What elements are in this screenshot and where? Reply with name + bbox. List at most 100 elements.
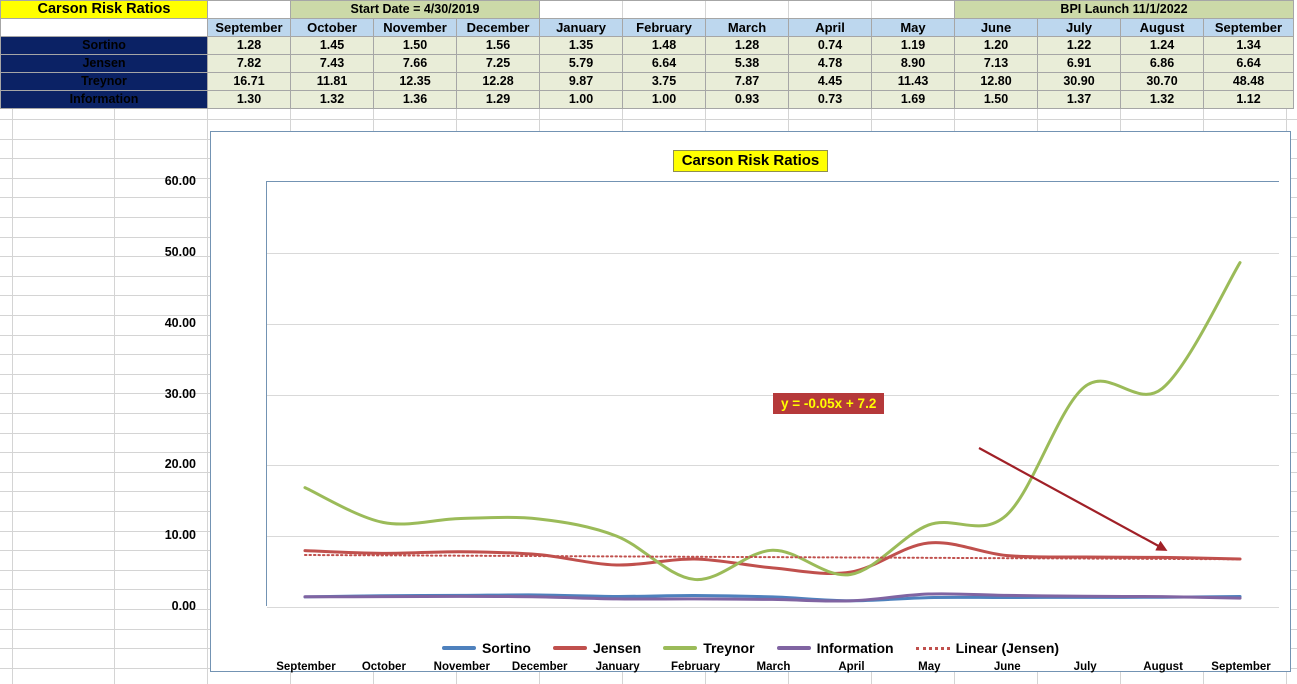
cell-treynor-12[interactable]: 48.48 bbox=[1203, 72, 1294, 91]
legend-item-sortino[interactable]: Sortino bbox=[441, 640, 531, 656]
y-gridline bbox=[267, 536, 1279, 537]
chart-container[interactable]: Carson Risk Ratios 0.00 10.00 20.00 30.00 40… bbox=[165, 131, 1291, 673]
cell-sortino-4[interactable]: 1.35 bbox=[539, 36, 623, 55]
cell-sortino-9[interactable]: 1.20 bbox=[954, 36, 1038, 55]
column-header-august-11[interactable]: August bbox=[1120, 18, 1204, 37]
legend-label: Treynor bbox=[703, 640, 755, 656]
legend-item-linear-jensen[interactable]: Linear (Jensen) bbox=[915, 640, 1060, 656]
cell-sortino-12[interactable]: 1.34 bbox=[1203, 36, 1294, 55]
cell-jensen-6[interactable]: 5.38 bbox=[705, 54, 789, 73]
cell-jensen-5[interactable]: 6.64 bbox=[622, 54, 706, 73]
cell-sortino-11[interactable]: 1.24 bbox=[1120, 36, 1204, 55]
cell-information-3[interactable]: 1.29 bbox=[456, 90, 540, 109]
start-date-note-cell[interactable]: Start Date = 4/30/2019 bbox=[290, 0, 540, 19]
risk-ratios-table[interactable]: Carson Risk Ratios Start Date = 4/30/2019… bbox=[0, 0, 1294, 109]
row-header-information[interactable]: Information bbox=[0, 90, 208, 109]
column-header-december-3[interactable]: December bbox=[456, 18, 540, 37]
row-header-sortino[interactable]: Sortino bbox=[0, 36, 208, 55]
chart-title-wrapper: Carson Risk Ratios bbox=[211, 150, 1290, 172]
cell-information-6[interactable]: 0.93 bbox=[705, 90, 789, 109]
cell-treynor-7[interactable]: 4.45 bbox=[788, 72, 872, 91]
cell-information-9[interactable]: 1.50 bbox=[954, 90, 1038, 109]
cell-treynor-2[interactable]: 12.35 bbox=[373, 72, 457, 91]
cell-information-2[interactable]: 1.36 bbox=[373, 90, 457, 109]
cell-treynor-11[interactable]: 30.70 bbox=[1120, 72, 1204, 91]
column-header-june-9[interactable]: June bbox=[954, 18, 1038, 37]
row-header-treynor[interactable]: Treynor bbox=[0, 72, 208, 91]
x-axis-tick-label: September bbox=[276, 661, 336, 673]
cell-jensen-12[interactable]: 6.64 bbox=[1203, 54, 1294, 73]
legend-label: Linear (Jensen) bbox=[955, 640, 1060, 656]
column-header-september-0[interactable]: September bbox=[207, 18, 291, 37]
cell-information-8[interactable]: 1.69 bbox=[871, 90, 955, 109]
cell-treynor-8[interactable]: 11.43 bbox=[871, 72, 955, 91]
cell-sortino-5[interactable]: 1.48 bbox=[622, 36, 706, 55]
table-row[interactable]: Information 1.30 1.32 1.36 1.29 1.00 1.00 0.93 0… bbox=[0, 90, 1294, 109]
cell-information-1[interactable]: 1.32 bbox=[290, 90, 374, 109]
cell-treynor-4[interactable]: 9.87 bbox=[539, 72, 623, 91]
cell-jensen-0[interactable]: 7.82 bbox=[207, 54, 291, 73]
cell-information-4[interactable]: 1.00 bbox=[539, 90, 623, 109]
cell-sortino-2[interactable]: 1.50 bbox=[373, 36, 457, 55]
cell-jensen-11[interactable]: 6.86 bbox=[1120, 54, 1204, 73]
cell-sortino-10[interactable]: 1.22 bbox=[1037, 36, 1121, 55]
x-axis-tick-label: April bbox=[838, 661, 865, 673]
column-header-april-7[interactable]: April bbox=[788, 18, 872, 37]
cell-information-10[interactable]: 1.37 bbox=[1037, 90, 1121, 109]
cell-sortino-3[interactable]: 1.56 bbox=[456, 36, 540, 55]
y-gridline bbox=[267, 253, 1279, 254]
legend-swatch-icon bbox=[663, 646, 698, 650]
legend-item-jensen[interactable]: Jensen bbox=[552, 640, 641, 656]
column-header-march-6[interactable]: March bbox=[705, 18, 789, 37]
cell-treynor-0[interactable]: 16.71 bbox=[207, 72, 291, 91]
cell-information-12[interactable]: 1.12 bbox=[1203, 90, 1294, 109]
cell-sortino-7[interactable]: 0.74 bbox=[788, 36, 872, 55]
row-header-jensen[interactable]: Jensen bbox=[0, 54, 208, 73]
column-header-may-8[interactable]: May bbox=[871, 18, 955, 37]
cell-sortino-8[interactable]: 1.19 bbox=[871, 36, 955, 55]
y-axis-tick-label: 10.00 bbox=[164, 528, 196, 542]
cell-jensen-4[interactable]: 5.79 bbox=[539, 54, 623, 73]
cell-treynor-9[interactable]: 12.80 bbox=[954, 72, 1038, 91]
cell-treynor-1[interactable]: 11.81 bbox=[290, 72, 374, 91]
bpi-launch-note-cell[interactable]: BPI Launch 11/1/2022 bbox=[954, 0, 1294, 19]
chart-legend[interactable]: Sortino Jensen Treynor Information Linear (J… bbox=[211, 640, 1290, 656]
column-header-october-1[interactable]: October bbox=[290, 18, 374, 37]
x-axis-tick-label: February bbox=[670, 661, 721, 673]
column-header-january-4[interactable]: January bbox=[539, 18, 623, 37]
cell-jensen-9[interactable]: 7.13 bbox=[954, 54, 1038, 73]
cell-treynor-3[interactable]: 12.28 bbox=[456, 72, 540, 91]
column-header-september-12[interactable]: September bbox=[1203, 18, 1294, 37]
cell-treynor-6[interactable]: 7.87 bbox=[705, 72, 789, 91]
column-header-july-10[interactable]: July bbox=[1037, 18, 1121, 37]
cell-information-7[interactable]: 0.73 bbox=[788, 90, 872, 109]
cell-jensen-3[interactable]: 7.25 bbox=[456, 54, 540, 73]
cell-treynor-5[interactable]: 3.75 bbox=[622, 72, 706, 91]
legend-item-treynor[interactable]: Treynor bbox=[663, 640, 755, 656]
table-row[interactable]: Jensen 7.82 7.43 7.66 7.25 5.79 6.64 5.38 4.78 8.… bbox=[0, 54, 1294, 73]
cell-sortino-1[interactable]: 1.45 bbox=[290, 36, 374, 55]
legend-item-information[interactable]: Information bbox=[776, 640, 894, 656]
x-axis-tick-label: October bbox=[361, 661, 406, 673]
y-axis-tick-label: 30.00 bbox=[164, 387, 196, 401]
cell-sortino-0[interactable]: 1.28 bbox=[207, 36, 291, 55]
cell-jensen-10[interactable]: 6.91 bbox=[1037, 54, 1121, 73]
cell-jensen-8[interactable]: 8.90 bbox=[871, 54, 955, 73]
legend-swatch-icon bbox=[552, 646, 587, 650]
cell-jensen-7[interactable]: 4.78 bbox=[788, 54, 872, 73]
cell-jensen-1[interactable]: 7.43 bbox=[290, 54, 374, 73]
y-gridline bbox=[267, 465, 1279, 466]
table-row[interactable]: Sortino 1.28 1.45 1.50 1.56 1.35 1.48 1.28 0.74 1… bbox=[0, 36, 1294, 55]
cell-jensen-2[interactable]: 7.66 bbox=[373, 54, 457, 73]
sheet-title-cell[interactable]: Carson Risk Ratios bbox=[0, 0, 208, 19]
cell-sortino-6[interactable]: 1.28 bbox=[705, 36, 789, 55]
column-header-november-2[interactable]: November bbox=[373, 18, 457, 37]
legend-swatch-icon bbox=[776, 646, 811, 650]
cell-information-5[interactable]: 1.00 bbox=[622, 90, 706, 109]
cell-information-11[interactable]: 1.32 bbox=[1120, 90, 1204, 109]
cell-information-0[interactable]: 1.30 bbox=[207, 90, 291, 109]
column-header-february-5[interactable]: February bbox=[622, 18, 706, 37]
table-row[interactable]: Treynor 16.71 11.81 12.35 12.28 9.87 3.75 7.87 4… bbox=[0, 72, 1294, 91]
x-axis-tick-label: September bbox=[1211, 661, 1271, 673]
cell-treynor-10[interactable]: 30.90 bbox=[1037, 72, 1121, 91]
